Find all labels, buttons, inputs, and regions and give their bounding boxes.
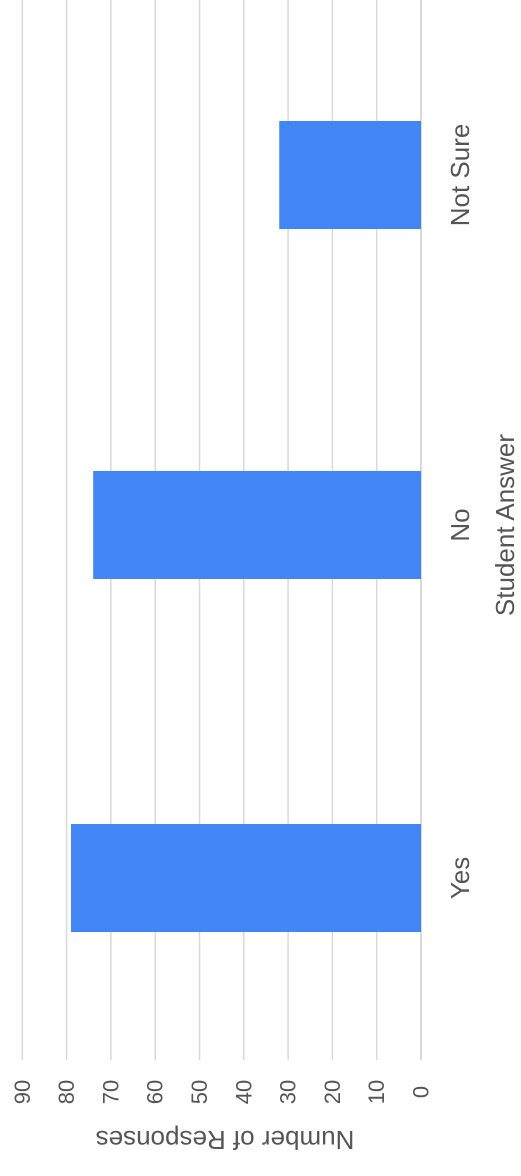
x-axis-title: Student Answer	[490, 434, 520, 616]
tick-label-70: 70	[98, 1080, 123, 1104]
tick-label-20: 20	[320, 1080, 345, 1104]
tick-label-30: 30	[276, 1080, 301, 1104]
bars	[71, 121, 422, 932]
y-axis-title: Number of Responses	[96, 1125, 355, 1155]
tick-label-60: 60	[143, 1080, 168, 1104]
bar-no	[93, 471, 422, 579]
tick-label-90: 90	[10, 1080, 35, 1104]
category-label-yes: Yes	[445, 857, 475, 899]
category-label-not-sure: Not Sure	[445, 124, 475, 227]
tick-label-0: 0	[409, 1086, 434, 1098]
category-label-no: No	[445, 508, 475, 541]
bar-not-sure	[279, 121, 421, 229]
tick-label-40: 40	[231, 1080, 256, 1104]
tick-label-50: 50	[187, 1080, 212, 1104]
value-axis-ticks: 0 10 20 30 40 50 60 70 80 90	[10, 1080, 434, 1104]
tick-label-80: 80	[54, 1080, 79, 1104]
category-labels: Yes No Not Sure	[445, 124, 475, 900]
bar-yes	[71, 824, 421, 932]
tick-label-10: 10	[364, 1080, 389, 1104]
